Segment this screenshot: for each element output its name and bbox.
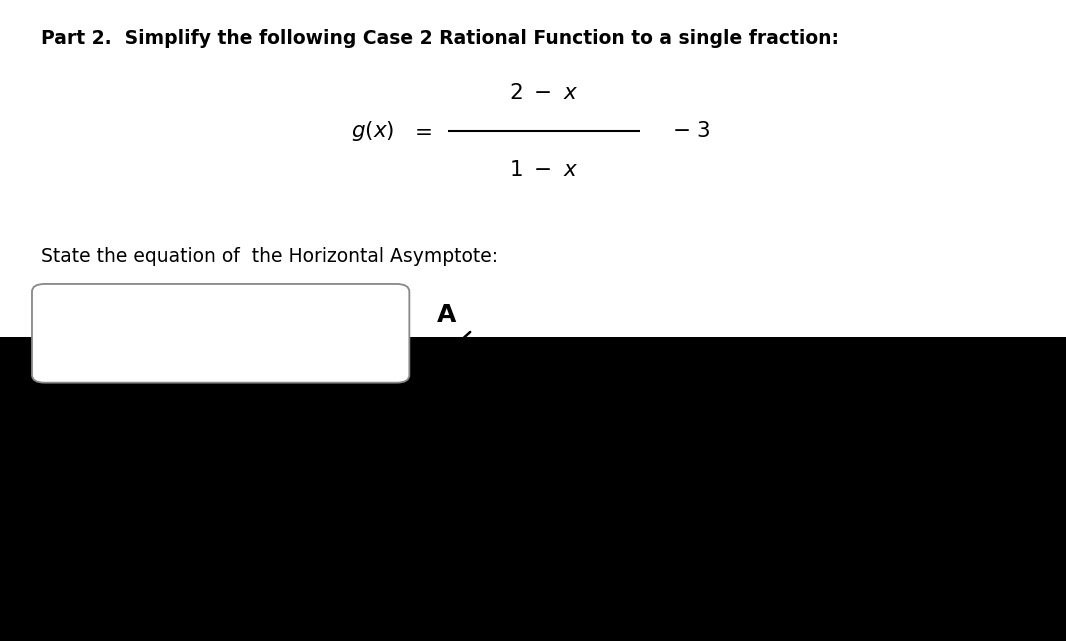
Text: $g(x)$: $g(x)$ xyxy=(351,119,394,144)
Text: $=$: $=$ xyxy=(410,121,433,142)
Text: Part 2.  Simplify the following Case 2 Rational Function to a single fraction:: Part 2. Simplify the following Case 2 Ra… xyxy=(41,29,839,48)
FancyBboxPatch shape xyxy=(32,284,409,383)
Text: State the equation of  the Horizontal Asymptote:: State the equation of the Horizontal Asy… xyxy=(41,247,498,266)
Text: $-\ 3$: $-\ 3$ xyxy=(672,121,710,142)
Text: $2\ -\ x$: $2\ -\ x$ xyxy=(510,83,578,103)
Bar xyxy=(0,337,1066,641)
Text: $1\ -\ x$: $1\ -\ x$ xyxy=(510,160,578,180)
Bar xyxy=(0,0,1066,337)
Text: A: A xyxy=(437,303,456,328)
